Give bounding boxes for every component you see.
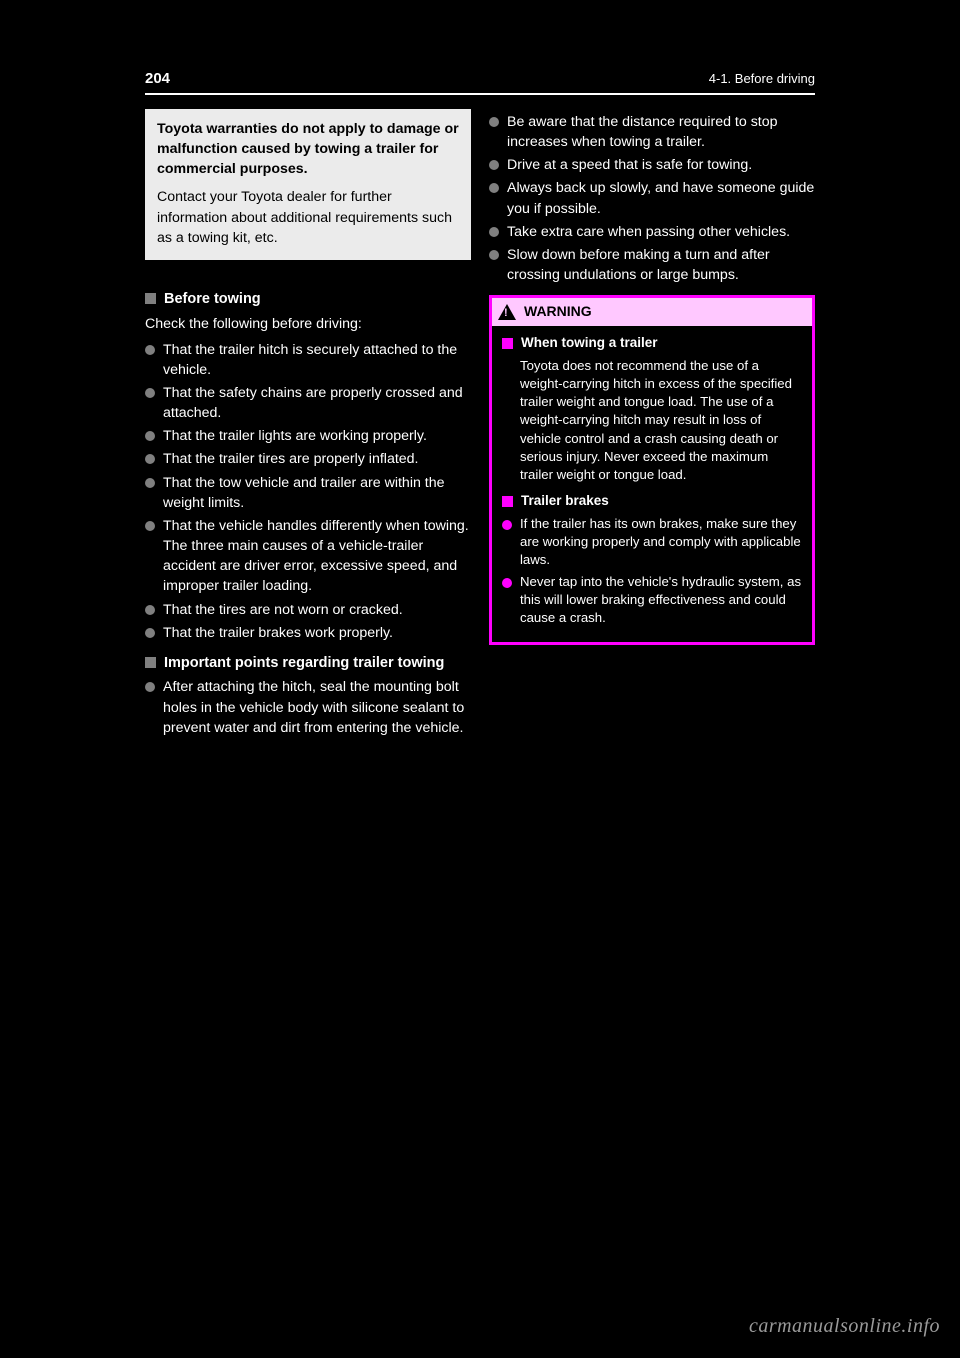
list-item: Take extra care when passing other vehic…	[489, 222, 815, 242]
list-item: Drive at a speed that is safe for towing…	[489, 155, 815, 175]
square-bullet-icon	[145, 657, 156, 668]
bullet-text: That the tow vehicle and trailer are wit…	[163, 473, 471, 513]
bullet-text: After attaching the hitch, seal the moun…	[163, 677, 471, 737]
section-heading-text: Before towing	[164, 289, 261, 310]
warning-section-heading: Trailer brakes	[502, 492, 802, 511]
bullet-icon	[145, 628, 155, 638]
bullet-text: That the vehicle handles differently whe…	[163, 516, 471, 597]
list-item: That the vehicle handles differently whe…	[145, 516, 471, 597]
warning-section-heading: When towing a trailer	[502, 334, 802, 353]
bullet-icon	[145, 388, 155, 398]
bullet-icon	[145, 454, 155, 464]
right-column: Be aware that the distance required to s…	[489, 109, 815, 741]
warranty-contact-text: Contact your Toyota dealer for further i…	[157, 187, 459, 247]
bullet-text: That the safety chains are properly cros…	[163, 383, 471, 423]
list-item: Always back up slowly, and have someone …	[489, 178, 815, 218]
warning-header: WARNING	[492, 298, 812, 326]
bullet-icon	[502, 520, 512, 530]
section-heading: Before towing	[145, 289, 471, 310]
warning-label: WARNING	[524, 302, 592, 322]
square-bullet-icon	[145, 293, 156, 304]
list-item: Be aware that the distance required to s…	[489, 112, 815, 152]
page-header: 204 4-1. Before driving	[145, 70, 815, 95]
warning-body: When towing a trailer Toyota does not re…	[492, 326, 812, 642]
section-intro: Check the following before driving:	[145, 314, 471, 334]
page-number: 204	[145, 70, 170, 87]
section-heading-text: Important points regarding trailer towin…	[164, 653, 444, 674]
bullet-icon	[489, 250, 499, 260]
list-item: That the trailer lights are working prop…	[145, 426, 471, 446]
warning-box: WARNING When towing a trailer Toyota doe…	[489, 295, 815, 645]
two-column-layout: Toyota warranties do not apply to damage…	[145, 109, 815, 741]
bullet-icon	[145, 431, 155, 441]
watermark-link: carmanualsonline.info	[749, 1315, 940, 1338]
bullet-icon	[489, 160, 499, 170]
bullet-text: Always back up slowly, and have someone …	[507, 178, 815, 218]
list-item: If the trailer has its own brakes, make …	[502, 515, 802, 570]
square-bullet-icon	[502, 496, 513, 507]
square-bullet-icon	[502, 338, 513, 349]
bullet-icon	[145, 605, 155, 615]
list-item: That the safety chains are properly cros…	[145, 383, 471, 423]
list-item: That the trailer hitch is securely attac…	[145, 340, 471, 380]
warranty-bold-text: Toyota warranties do not apply to damage…	[157, 119, 459, 179]
section-heading: Important points regarding trailer towin…	[145, 653, 471, 674]
bullet-text: That the trailer brakes work properly.	[163, 623, 471, 643]
bullet-text: Slow down before making a turn and after…	[507, 245, 815, 285]
warning-paragraph: Toyota does not recommend the use of a w…	[520, 357, 802, 485]
list-item: That the trailer tires are properly infl…	[145, 449, 471, 469]
list-item: Slow down before making a turn and after…	[489, 245, 815, 285]
bullet-text: That the trailer lights are working prop…	[163, 426, 471, 446]
bullet-text: Take extra care when passing other vehic…	[507, 222, 815, 242]
bullet-icon	[489, 117, 499, 127]
bullet-icon	[145, 478, 155, 488]
left-column: Toyota warranties do not apply to damage…	[145, 109, 471, 741]
warning-section-title: When towing a trailer	[521, 334, 658, 353]
warranty-note-box: Toyota warranties do not apply to damage…	[145, 109, 471, 260]
warning-triangle-icon	[498, 304, 516, 320]
bullet-text: Be aware that the distance required to s…	[507, 112, 815, 152]
bullet-text: That the trailer hitch is securely attac…	[163, 340, 471, 380]
bullet-icon	[489, 227, 499, 237]
list-item: Never tap into the vehicle's hydraulic s…	[502, 573, 802, 628]
bullet-text: That the trailer tires are properly infl…	[163, 449, 471, 469]
warning-section-title: Trailer brakes	[521, 492, 609, 511]
bullet-text: That the tires are not worn or cracked.	[163, 600, 471, 620]
list-item: That the tires are not worn or cracked.	[145, 600, 471, 620]
bullet-icon	[489, 183, 499, 193]
bullet-icon	[502, 578, 512, 588]
bullet-text: If the trailer has its own brakes, make …	[520, 515, 802, 570]
manual-page: 204 4-1. Before driving Toyota warrantie…	[145, 70, 815, 741]
list-item: That the trailer brakes work properly.	[145, 623, 471, 643]
section-title: 4-1. Before driving	[709, 71, 815, 86]
list-item: That the tow vehicle and trailer are wit…	[145, 473, 471, 513]
bullet-icon	[145, 521, 155, 531]
bullet-icon	[145, 682, 155, 692]
bullet-text: Never tap into the vehicle's hydraulic s…	[520, 573, 802, 628]
list-item: After attaching the hitch, seal the moun…	[145, 677, 471, 737]
bullet-icon	[145, 345, 155, 355]
bullet-text: Drive at a speed that is safe for towing…	[507, 155, 815, 175]
divider-bar	[145, 272, 471, 279]
